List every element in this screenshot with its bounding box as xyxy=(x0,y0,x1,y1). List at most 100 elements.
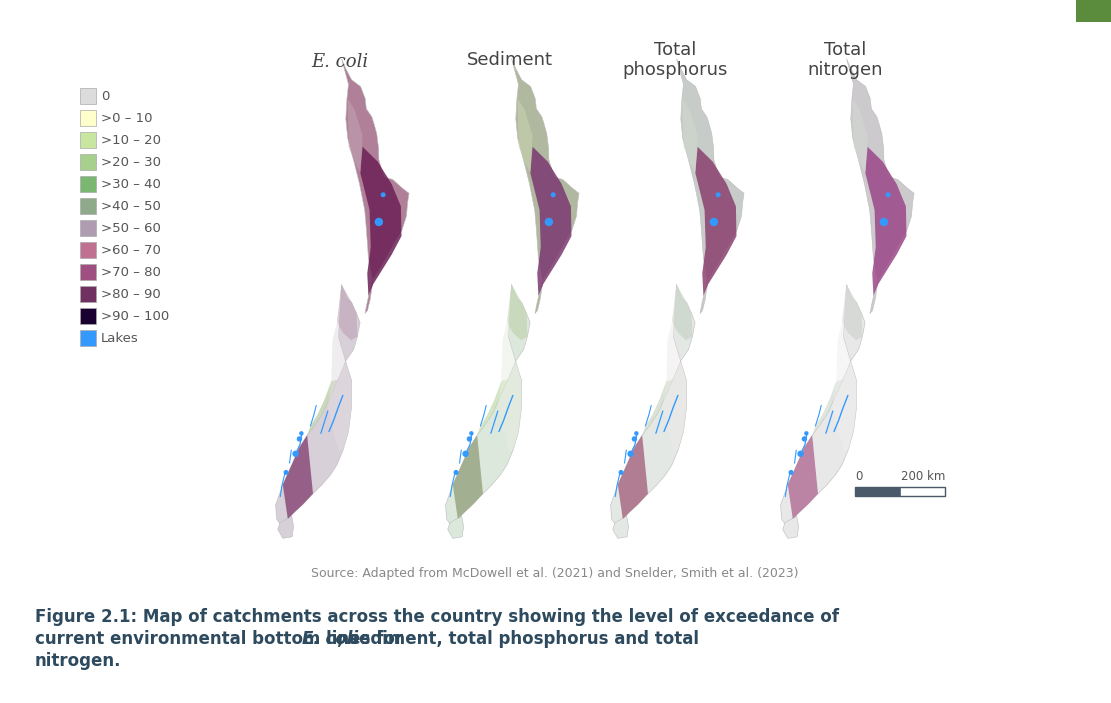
Text: >20 – 30: >20 – 30 xyxy=(101,155,161,169)
Polygon shape xyxy=(865,147,907,296)
Bar xyxy=(900,487,945,496)
Text: >10 – 20: >10 – 20 xyxy=(101,134,161,146)
Bar xyxy=(80,308,96,324)
Polygon shape xyxy=(812,380,843,435)
Bar xyxy=(1075,0,1111,22)
Polygon shape xyxy=(672,285,692,340)
Text: >90 – 100: >90 – 100 xyxy=(101,309,169,323)
Polygon shape xyxy=(783,516,799,538)
Circle shape xyxy=(546,219,552,226)
Circle shape xyxy=(619,470,623,475)
Polygon shape xyxy=(278,516,293,538)
Circle shape xyxy=(628,451,633,456)
Polygon shape xyxy=(518,98,532,173)
Polygon shape xyxy=(341,58,409,314)
Text: >60 – 70: >60 – 70 xyxy=(101,243,161,257)
Bar xyxy=(80,220,96,236)
Polygon shape xyxy=(642,380,673,435)
Polygon shape xyxy=(446,285,530,527)
Polygon shape xyxy=(842,285,862,340)
Polygon shape xyxy=(337,285,358,340)
Text: >0 – 10: >0 – 10 xyxy=(101,112,152,124)
Polygon shape xyxy=(530,147,571,296)
Text: >50 – 60: >50 – 60 xyxy=(101,221,161,235)
Text: E. coli: E. coli xyxy=(311,53,369,71)
Circle shape xyxy=(376,219,382,226)
Polygon shape xyxy=(507,285,528,340)
Polygon shape xyxy=(453,435,483,519)
Polygon shape xyxy=(283,435,313,519)
Circle shape xyxy=(284,470,288,475)
Bar xyxy=(80,88,96,104)
Polygon shape xyxy=(677,58,744,314)
Text: >70 – 80: >70 – 80 xyxy=(101,266,161,278)
Polygon shape xyxy=(498,285,521,452)
Circle shape xyxy=(710,219,718,226)
Circle shape xyxy=(887,193,890,197)
Polygon shape xyxy=(612,516,629,538)
Text: >80 – 90: >80 – 90 xyxy=(101,288,161,300)
Text: 0: 0 xyxy=(855,470,862,483)
Polygon shape xyxy=(852,98,868,173)
Polygon shape xyxy=(611,285,695,527)
Circle shape xyxy=(717,193,720,197)
Text: 200 km: 200 km xyxy=(901,470,945,483)
Polygon shape xyxy=(663,285,687,452)
Polygon shape xyxy=(348,98,362,173)
Text: Sediment: Sediment xyxy=(467,51,553,69)
Circle shape xyxy=(454,470,458,475)
Text: Source: Adapted from McDowell et al. (2021) and Snelder, Smith et al. (2023): Source: Adapted from McDowell et al. (20… xyxy=(311,567,799,579)
Polygon shape xyxy=(448,516,463,538)
Circle shape xyxy=(468,437,471,441)
Circle shape xyxy=(798,451,803,456)
Circle shape xyxy=(463,451,468,456)
Bar xyxy=(80,154,96,170)
Polygon shape xyxy=(695,147,737,296)
Bar xyxy=(855,487,900,496)
Bar xyxy=(80,264,96,280)
Text: , sediment, total phosphorus and total: , sediment, total phosphorus and total xyxy=(337,630,699,648)
Polygon shape xyxy=(788,435,818,519)
Polygon shape xyxy=(307,380,338,435)
Text: >30 – 40: >30 – 40 xyxy=(101,177,161,191)
Circle shape xyxy=(634,432,638,435)
Text: current environmental bottom lines for: current environmental bottom lines for xyxy=(36,630,409,648)
Text: Total
nitrogen: Total nitrogen xyxy=(808,41,883,79)
Circle shape xyxy=(293,451,298,456)
Circle shape xyxy=(551,193,556,197)
Text: nitrogen.: nitrogen. xyxy=(36,652,121,670)
Bar xyxy=(855,487,945,496)
Polygon shape xyxy=(682,98,698,173)
Text: E. coli: E. coli xyxy=(302,630,359,648)
Circle shape xyxy=(470,432,473,435)
Text: >40 – 50: >40 – 50 xyxy=(101,200,161,212)
Bar xyxy=(80,132,96,148)
Bar xyxy=(80,330,96,346)
Bar xyxy=(80,242,96,258)
Circle shape xyxy=(804,432,808,435)
Polygon shape xyxy=(511,58,579,314)
Circle shape xyxy=(802,437,807,441)
Circle shape xyxy=(300,432,303,435)
Polygon shape xyxy=(833,285,857,452)
Circle shape xyxy=(632,437,637,441)
Text: 0: 0 xyxy=(101,89,109,103)
Bar xyxy=(80,286,96,302)
Polygon shape xyxy=(781,285,865,527)
Bar xyxy=(80,110,96,126)
Polygon shape xyxy=(847,58,914,314)
Text: Total
phosphorus: Total phosphorus xyxy=(622,41,728,79)
Polygon shape xyxy=(276,285,360,527)
Circle shape xyxy=(789,470,793,475)
Polygon shape xyxy=(360,147,401,296)
Polygon shape xyxy=(618,435,648,519)
Circle shape xyxy=(381,193,384,197)
Text: Lakes: Lakes xyxy=(101,332,139,344)
Polygon shape xyxy=(477,380,508,435)
Bar xyxy=(80,176,96,192)
Bar xyxy=(80,198,96,214)
Polygon shape xyxy=(328,285,351,452)
Text: Figure 2.1: Map of catchments across the country showing the level of exceedance: Figure 2.1: Map of catchments across the… xyxy=(36,608,839,626)
Circle shape xyxy=(298,437,301,441)
Circle shape xyxy=(880,219,888,226)
